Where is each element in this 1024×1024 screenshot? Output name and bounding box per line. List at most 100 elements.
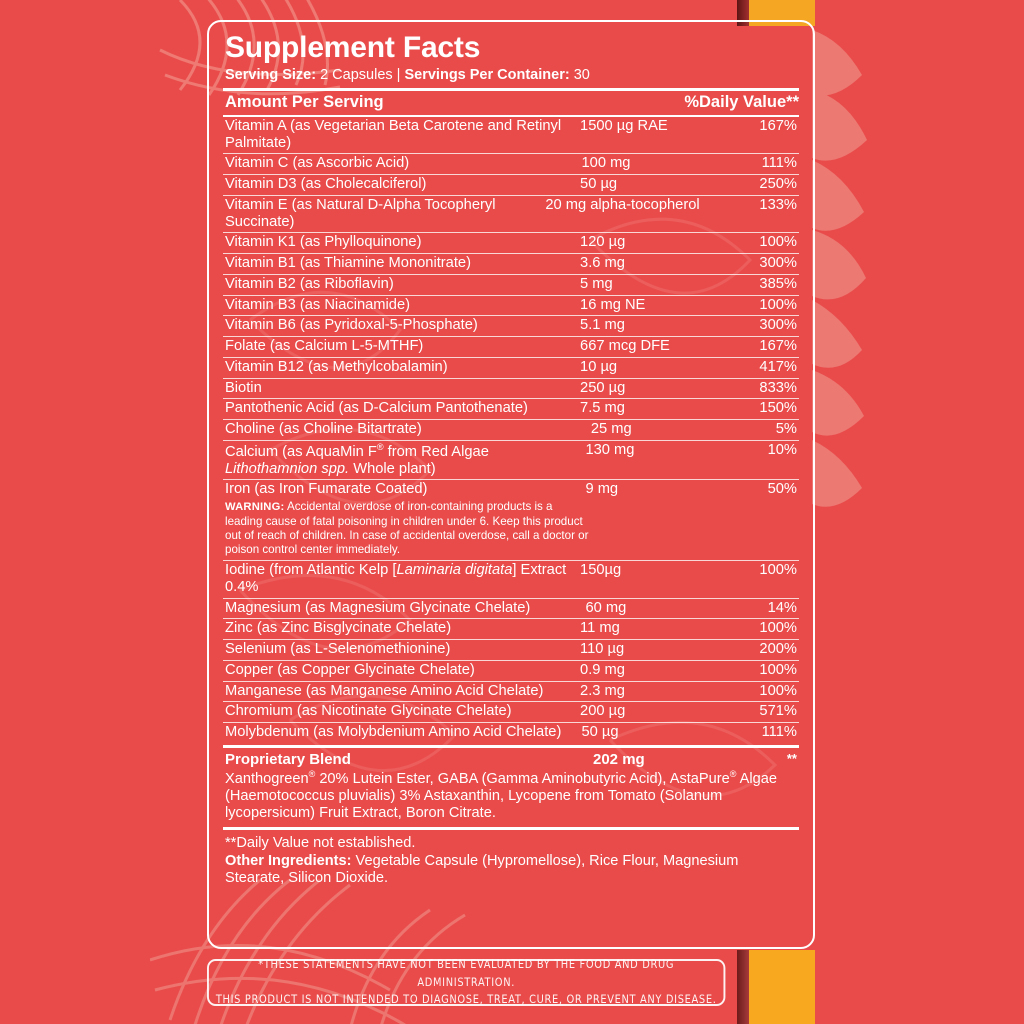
nutrient-amount: 9 mg: [585, 481, 619, 498]
nutrient-daily-value: 100%: [759, 562, 797, 579]
table-row: Magnesium (as Magnesium Glycinate Chelat…: [223, 599, 799, 619]
row-divider: [223, 294, 799, 296]
nutrient-amount: 120 µg: [580, 234, 626, 251]
table-row: Manganese (as Manganese Amino Acid Chela…: [223, 682, 799, 702]
divider-header: [223, 114, 799, 117]
nutrient-name: Magnesium (as Magnesium Glycinate Chelat…: [225, 599, 531, 616]
nutrient-amount: 7.5 mg: [580, 400, 625, 417]
nutrient-amount: 10 µg: [580, 358, 618, 375]
nutrient-amount: 0.9 mg: [580, 661, 625, 678]
nutrient-daily-value: 100%: [759, 296, 797, 313]
table-row: Vitamin E (as Natural D-Alpha Tocopheryl…: [223, 196, 799, 233]
table-row: Biotin 250 µg 833%: [223, 379, 799, 399]
nutrient-amount: 100 mg: [581, 155, 631, 172]
nutrient-name: Calcium (as AquaMin F® from Red Algae Li…: [225, 441, 489, 477]
nutrient-name: Vitamin A (as Vegetarian Beta Carotene a…: [225, 117, 562, 151]
table-row: Vitamin B6 (as Pyridoxal-5-Phosphate) 5.…: [223, 316, 799, 336]
nutrient-name: Vitamin B6 (as Pyridoxal-5-Phosphate): [225, 317, 478, 334]
nutrient-name: Vitamin B1 (as Thiamine Mononitrate): [225, 255, 471, 272]
row-divider: [223, 174, 799, 176]
nutrient-amount: 130 mg: [585, 441, 635, 458]
table-row: Vitamin B3 (as Niacinamide) 16 mg NE 100…: [223, 296, 799, 316]
row-divider: [223, 479, 799, 481]
table-row: Selenium (as L-Selenomethionine) 110 µg …: [223, 640, 799, 660]
row-divider: [223, 639, 799, 641]
row-divider: [223, 701, 799, 703]
row-divider: [223, 419, 799, 421]
nutrient-daily-value: 571%: [759, 703, 797, 720]
table-row: Vitamin B1 (as Thiamine Mononitrate) 3.6…: [223, 254, 799, 274]
nutrient-name: Vitamin C (as Ascorbic Acid): [225, 155, 410, 172]
supplement-facts-panel: Supplement Facts Serving Size: 2 Capsule…: [207, 20, 815, 949]
nutrient-name: Zinc (as Zinc Bisglycinate Chelate): [225, 620, 452, 637]
row-divider: [223, 315, 799, 317]
table-row: Chromium (as Nicotinate Glycinate Chelat…: [223, 702, 799, 722]
nutrient-name: Manganese (as Manganese Amino Acid Chela…: [225, 682, 544, 699]
row-divider: [223, 618, 799, 620]
nutrient-amount: 200 µg: [580, 703, 626, 720]
nutrient-daily-value: 100%: [759, 661, 797, 678]
table-row: Vitamin K1 (as Phylloquinone) 120 µg 100…: [223, 233, 799, 253]
nutrient-amount: 3.6 mg: [580, 255, 625, 272]
table-row: Vitamin B2 (as Riboflavin) 5 mg 385%: [223, 275, 799, 295]
nutrient-amount: 50 µg: [580, 176, 618, 193]
nutrient-amount: 110 µg: [580, 641, 625, 658]
row-divider: [223, 336, 799, 338]
row-divider: [223, 439, 799, 441]
serving-info: Serving Size: 2 Capsules | Servings Per …: [225, 67, 799, 84]
proprietary-blend-name: Proprietary Blend: [225, 750, 351, 768]
nutrient-name: Vitamin K1 (as Phylloquinone): [225, 234, 422, 251]
nutrient-name: Iron (as Iron Fumarate Coated): [225, 481, 428, 498]
table-row: Folate (as Calcium L-5-MTHF) 667 mcg DFE…: [223, 337, 799, 357]
nutrient-amount: 150µg: [580, 562, 622, 579]
nutrient-amount: 11 mg: [580, 620, 620, 637]
fda-disclaimer-box: *THESE STATEMENTS HAVE NOT BEEN EVALUATE…: [207, 957, 726, 1006]
proprietary-blend-daily-value: **: [786, 750, 797, 766]
table-row: Vitamin A (as Vegetarian Beta Carotene a…: [223, 117, 799, 154]
table-row: Calcium (as AquaMin F® from Red Algae Li…: [223, 441, 799, 479]
table-row: Pantothenic Acid (as D-Calcium Pantothen…: [223, 399, 799, 419]
table-row: Vitamin B12 (as Methylcobalamin) 10 µg 4…: [223, 358, 799, 378]
nutrient-amount: 5.1 mg: [580, 317, 625, 334]
iron-warning-text: Accidental overdose of iron-containing p…: [225, 500, 589, 556]
nutrient-rows: Vitamin A (as Vegetarian Beta Carotene a…: [223, 117, 799, 743]
row-divider: [223, 659, 799, 661]
other-ingredients: Other Ingredients: Vegetable Capsule (Hy…: [225, 853, 797, 888]
row-divider: [223, 722, 799, 724]
row-divider: [223, 398, 799, 400]
nutrient-amount: 1500 µg RAE: [580, 117, 668, 134]
table-row: Copper (as Copper Glycinate Chelate) 0.9…: [223, 661, 799, 681]
nutrient-daily-value: 300%: [759, 255, 797, 272]
nutrient-name: Vitamin B12 (as Methylcobalamin): [225, 358, 448, 375]
row-divider: [223, 232, 799, 234]
servings-per-container-value: 30: [573, 66, 590, 83]
nutrient-name: Chromium (as Nicotinate Glycinate Chelat…: [225, 703, 512, 720]
row-divider: [223, 377, 799, 379]
nutrient-daily-value: 167%: [759, 117, 797, 134]
nutrient-name: Iodine (from Atlantic Kelp [Laminaria di…: [225, 562, 567, 595]
row-divider: [223, 597, 799, 599]
nutrient-daily-value: 111%: [761, 724, 797, 741]
nutrient-daily-value: 300%: [759, 317, 797, 334]
daily-value-note: **Daily Value not established.: [225, 835, 416, 852]
nutrient-amount: 20 mg alpha-tocopherol: [545, 196, 700, 213]
other-ingredients-label: Other Ingredients:: [225, 852, 352, 869]
nutrient-amount: 25 mg: [590, 421, 632, 438]
nutrient-daily-value: 150%: [759, 400, 797, 417]
serving-size-value: 2 Capsules: [320, 66, 393, 83]
nutrient-name: Folate (as Calcium L-5-MTHF): [225, 338, 424, 355]
nutrient-daily-value: 50%: [767, 481, 797, 498]
nutrient-daily-value: 250%: [759, 176, 797, 193]
row-divider: [223, 273, 799, 275]
nutrient-daily-value: 200%: [759, 641, 797, 658]
table-row: Zinc (as Zinc Bisglycinate Chelate) 11 m…: [223, 619, 799, 639]
table-row: Vitamin C (as Ascorbic Acid) 100 mg 111%: [223, 154, 799, 174]
accent-strip-top: [737, 0, 750, 26]
row-divider: [223, 153, 799, 155]
row-divider: [223, 680, 799, 682]
proprietary-blend-ingredients: Xanthogreen® 20% Lutein Ester, GABA (Gam…: [225, 768, 778, 821]
table-row: Iodine (from Atlantic Kelp [Laminaria di…: [223, 561, 799, 598]
iron-warning-label: WARNING:: [225, 501, 285, 514]
accent-band-bottom: [749, 950, 815, 1024]
nutrient-amount: 60 mg: [585, 599, 627, 616]
